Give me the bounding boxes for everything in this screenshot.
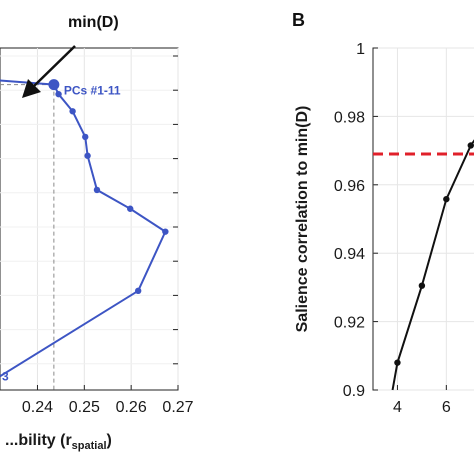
panel-a-data-point bbox=[134, 287, 142, 295]
panel-a-data-point bbox=[93, 186, 101, 194]
panel-b-y-tick-label: 0.92 bbox=[334, 315, 365, 332]
panel-a-plot-area bbox=[0, 47, 179, 391]
min-d-point bbox=[48, 79, 60, 91]
panel-b-letter: B bbox=[292, 10, 305, 30]
panel-a-x-tick-label: 0.27 bbox=[162, 399, 193, 416]
panel-b-data-point bbox=[394, 359, 401, 366]
panel-b-y-tick-label: 0.94 bbox=[334, 246, 365, 263]
panel-a-x-axis-title: ...bility (rspatial) bbox=[5, 432, 112, 452]
panel-a-series bbox=[0, 79, 169, 378]
panel-a-data-point bbox=[69, 108, 76, 115]
panel-b-y-tick-label: 0.98 bbox=[334, 109, 365, 126]
panel-b-plot-area bbox=[372, 47, 474, 391]
panel-b-y-axis-title: Salience correlation to min(D) bbox=[294, 106, 311, 333]
panel-a-x-ticks: 0.24 0.25 0.26 0.27 bbox=[22, 385, 194, 416]
panel-a-y-ticks bbox=[173, 55, 178, 365]
pcs-label: PCs #1-11 bbox=[64, 84, 121, 98]
panel-a-data-point bbox=[84, 152, 91, 159]
panel-b-series bbox=[391, 139, 474, 391]
panel-b-x-tick-label: 6 bbox=[442, 399, 451, 416]
panel-a-data-point bbox=[162, 228, 169, 235]
panel-a-data-point bbox=[127, 205, 134, 212]
panel-a-data-point bbox=[82, 133, 89, 141]
panel-b-data-point bbox=[418, 282, 426, 289]
panel-b-y-tick-label: 0.9 bbox=[343, 383, 365, 400]
min-d-arrow-head bbox=[22, 79, 41, 98]
panel-b-data-point bbox=[467, 142, 474, 149]
min-d-arrow-shaft bbox=[33, 45, 76, 87]
panel-b-y-tick-label: 1 bbox=[356, 41, 365, 58]
panel-a-data-point bbox=[55, 90, 62, 98]
panel-b-y-ticks: 0.9 0.92 0.94 0.96 0.98 1 bbox=[334, 41, 378, 400]
min-d-label: min(D) bbox=[68, 14, 119, 31]
panel-a-x-tick-label: 0.24 bbox=[22, 399, 53, 416]
min-d-annotation: min(D) bbox=[22, 14, 119, 98]
panel-a-x-tick-label: 0.26 bbox=[116, 399, 147, 416]
panel-a-x-tick-label: 0.25 bbox=[69, 399, 100, 416]
panel-b-y-tick-label: 0.96 bbox=[334, 178, 365, 195]
bottom-annotation: 3 bbox=[2, 369, 9, 383]
panel-b-grid bbox=[373, 47, 474, 391]
panel-a: 0.24 0.25 0.26 0.27 PCs #1-11 3 ...bility (… bbox=[0, 47, 194, 452]
panel-b-x-tick-label: 4 bbox=[393, 399, 402, 416]
panel-b-data-point bbox=[443, 195, 450, 203]
